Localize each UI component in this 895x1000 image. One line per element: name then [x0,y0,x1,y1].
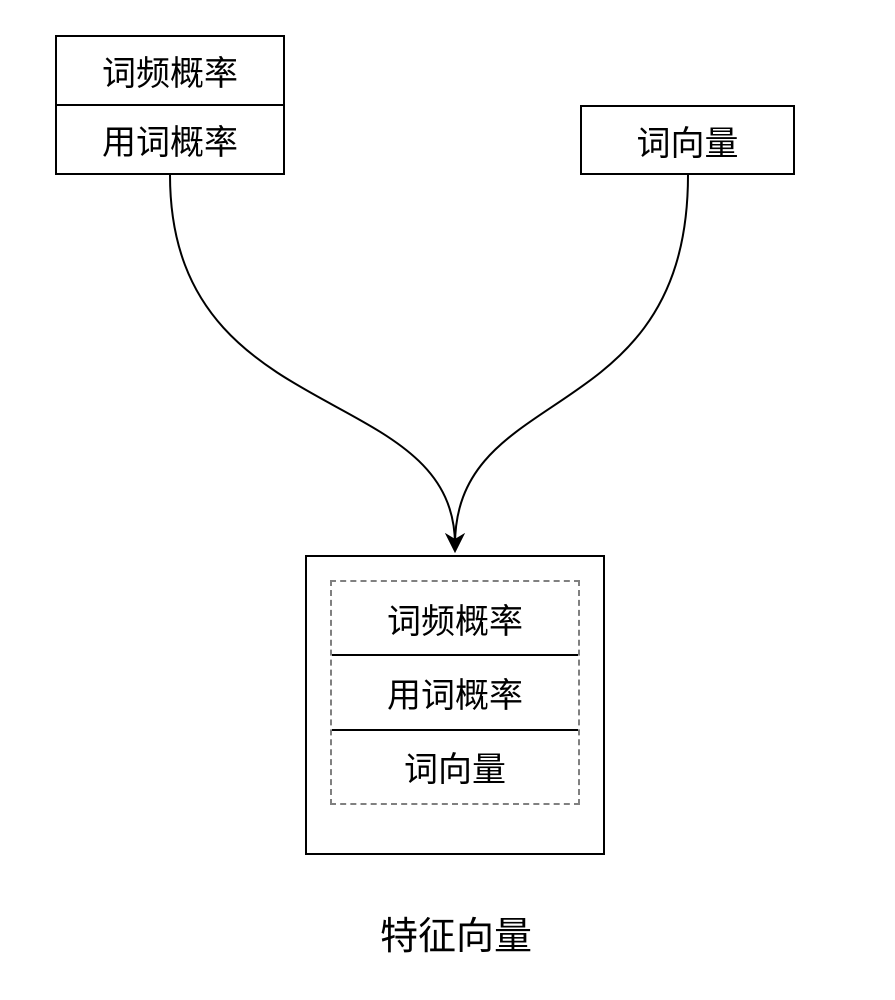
top-left-cell-label: 词频概率 [102,46,238,95]
top-right-box: 词向量 [580,105,795,175]
arrow-right [455,175,688,545]
diagram-canvas: 词频概率用词概率 词向量 词频概率用词概率词向量 特征向量 [0,0,895,1000]
top-left-cell: 用词概率 [57,104,283,173]
bottom-inner-cell-label: 词频概率 [387,594,523,643]
top-left-cell-label: 用词概率 [102,115,238,164]
bottom-inner-cell: 词频概率 [332,582,578,654]
arrow-left [170,175,455,545]
top-left-box: 词频概率用词概率 [55,35,285,175]
bottom-caption: 特征向量 [380,905,532,960]
top-right-label: 词向量 [637,116,739,165]
bottom-caption-label: 特征向量 [380,905,532,960]
bottom-inner-cell-label: 用词概率 [387,668,523,717]
top-left-cell: 词频概率 [57,37,283,104]
bottom-inner-cell-label: 词向量 [404,742,506,791]
bottom-inner-cell: 词向量 [332,729,578,803]
bottom-inner-dashed-box: 词频概率用词概率词向量 [330,580,580,805]
bottom-inner-cell: 用词概率 [332,654,578,728]
